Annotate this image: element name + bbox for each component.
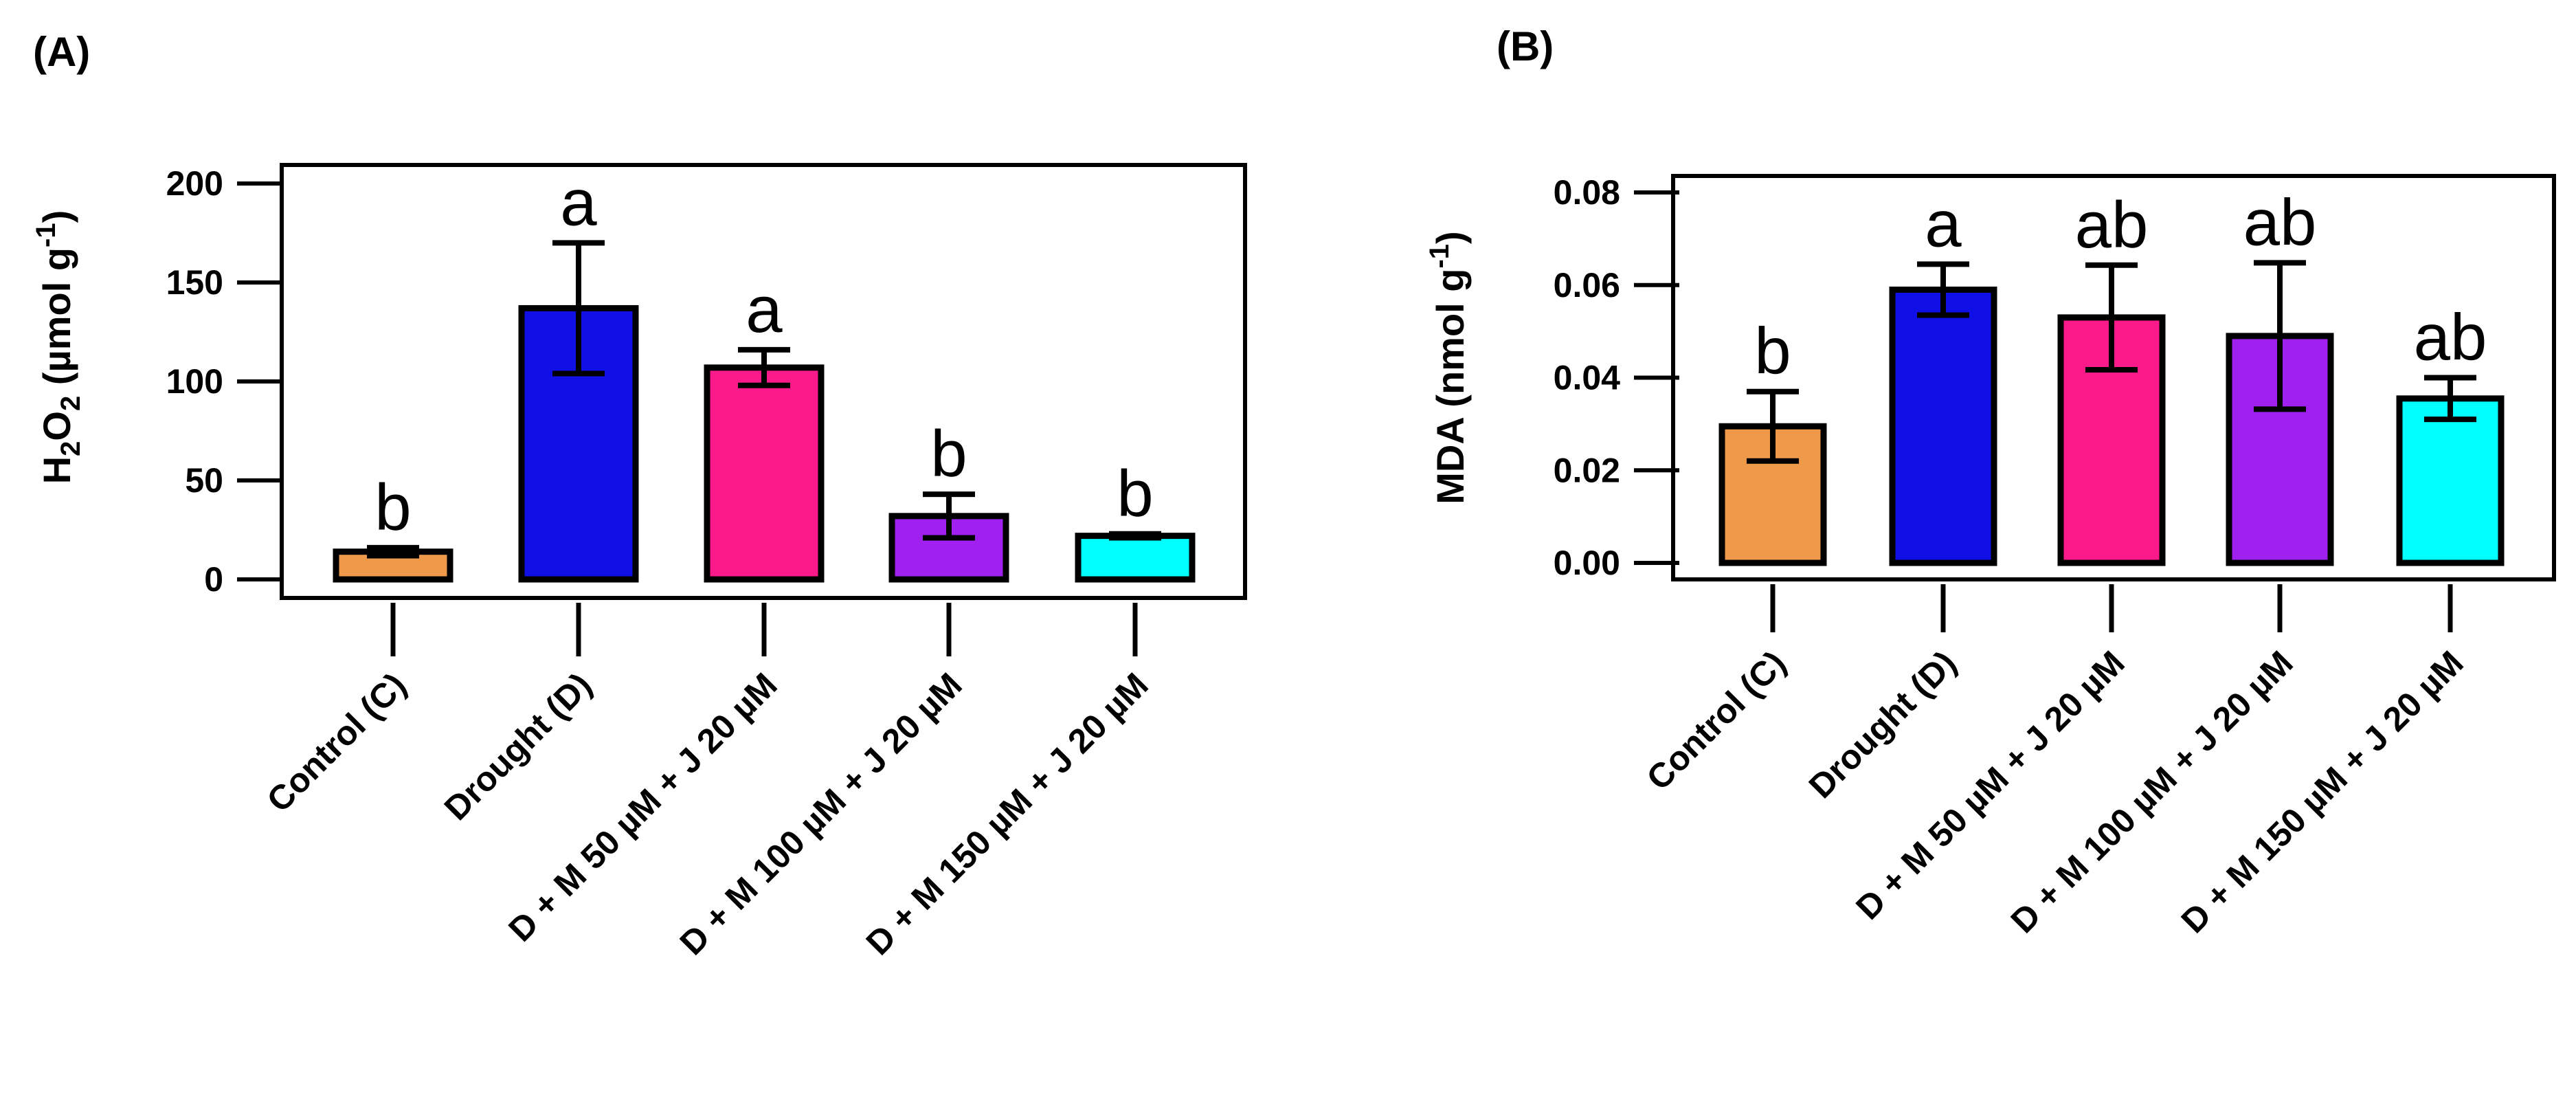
error-bar (1109, 531, 1161, 541)
error-bar (923, 491, 975, 541)
category-label: Control (C) (1639, 643, 1793, 797)
bar (1889, 286, 1997, 566)
panel-b-y-axis-label: MDA (nmol g-1) (1424, 231, 1472, 504)
error-bar (2085, 262, 2138, 373)
significance-letter: b (1117, 457, 1153, 531)
error-bar (1747, 388, 1799, 464)
panel-a-y-axis-label: H2O2 (µmol g-1) (31, 210, 86, 485)
y-tick-label: 0.08 (1554, 173, 1620, 212)
bar (704, 364, 825, 583)
significance-letter: ab (2414, 301, 2487, 375)
category-label: D + M 150 µM + J 20 µM (2174, 643, 2471, 940)
category-label: Control (C) (260, 665, 414, 819)
y-tick-label: 0.06 (1554, 266, 1620, 304)
error-bar (2254, 260, 2306, 412)
significance-letter: a (1925, 187, 1962, 260)
panel-a-label: (A) (33, 29, 90, 75)
significance-letter: b (1754, 315, 1791, 388)
y-tick-label: 0.02 (1554, 451, 1620, 489)
category-label: Drought (D) (1802, 643, 1964, 806)
panel-b-plot: 0.00 0.02 0.04 0.06 0.08 b Control (C) a Drought… (1554, 173, 2556, 940)
significance-letter: b (374, 471, 411, 544)
y-tick-label: 0.04 (1554, 359, 1621, 397)
significance-letter: ab (2075, 188, 2149, 262)
panel-a: (A) H2O2 (µmol g-1) 0 50 100 150 200 b Control… (31, 29, 1247, 962)
error-bar (738, 346, 790, 388)
significance-letter: a (746, 273, 783, 346)
bar (2396, 395, 2505, 566)
y-tick-label: 200 (166, 164, 223, 203)
category-label: D + M 50 µM + J 20 µM (1848, 643, 2131, 926)
error-bar (552, 240, 605, 377)
y-tick-label: 50 (185, 461, 223, 500)
y-tick-label: 100 (166, 362, 223, 401)
significance-letter: a (560, 166, 597, 239)
y-tick-label: 0.00 (1554, 544, 1620, 582)
significance-letter: ab (2243, 186, 2317, 259)
panel-b: (B) MDA (nmol g-1) 0.00 0.02 0.04 0.06 0.08 b… (1424, 23, 2556, 940)
error-bar (367, 544, 419, 559)
category-label: Drought (D) (437, 665, 599, 828)
y-tick-label: 150 (166, 263, 223, 302)
error-bar (1917, 261, 1969, 318)
y-tick-label: 0 (204, 560, 223, 599)
bar (1075, 533, 1196, 583)
error-bar (2424, 375, 2476, 423)
category-label: D + M 100 µM + J 20 µM (2004, 643, 2300, 940)
significance-letter: b (930, 417, 967, 491)
panel-b-label: (B) (1497, 23, 1554, 69)
